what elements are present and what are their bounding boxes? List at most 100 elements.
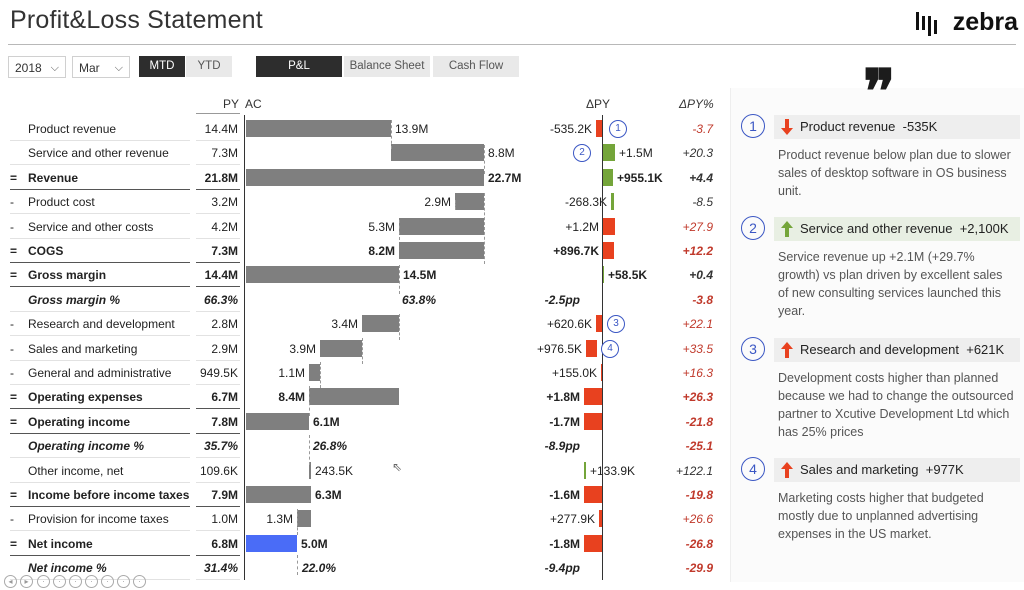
delta-py-pct: +0.4 <box>689 268 713 283</box>
zoom-icon[interactable]: · <box>85 575 98 588</box>
page-title: Profit&Loss Statement <box>10 6 263 34</box>
row-prefix: - <box>10 219 14 234</box>
py-value: 2.9M <box>211 341 238 356</box>
row-label: Other income, net <box>10 459 190 483</box>
ac-bar <box>246 534 297 552</box>
ac-value: 243.5K <box>315 463 354 478</box>
mouse-cursor-icon: ⇖ <box>392 460 403 474</box>
comment-title: Sales and marketing +977K <box>800 458 964 482</box>
quote-icon: ❞ <box>863 57 896 127</box>
delta-py-bar <box>586 339 597 357</box>
waterfall-connector <box>309 435 310 465</box>
row-label-text: Product cost <box>28 195 95 210</box>
delta-py-pct: +26.6 <box>682 512 713 527</box>
row-label: = Operating income <box>10 410 190 434</box>
row-label-text: Sales and marketing <box>28 341 138 356</box>
tab-pl[interactable]: P&L <box>256 56 342 77</box>
ac-value: 2.9M <box>424 195 451 210</box>
comment-value: +621K <box>966 342 1005 357</box>
waterfall-connector <box>320 362 321 388</box>
ac-value: 22.7M <box>488 170 522 185</box>
py-value: 7.3M <box>211 244 238 258</box>
ac-bar <box>309 364 320 381</box>
py-divider <box>196 530 240 532</box>
row-divider <box>10 262 190 263</box>
ac-value: 13.9M <box>395 122 429 136</box>
ac-value: 14.5M <box>403 268 437 283</box>
comment-marker-1[interactable]: 1 <box>609 120 627 138</box>
delta-py-value: +955.1K <box>617 170 663 185</box>
row-prefix: - <box>10 341 14 356</box>
mtd-button[interactable]: MTD <box>139 56 185 77</box>
row-prefix: = <box>10 268 18 283</box>
title-divider <box>8 44 1016 45</box>
row-prefix: - <box>10 366 14 380</box>
row-label: = Income before income taxes <box>10 483 190 507</box>
ac-value: 22.0% <box>302 561 337 576</box>
row-prefix: - <box>10 317 14 332</box>
row-divider <box>10 432 190 434</box>
row-label-text: Net income <box>28 536 93 551</box>
ac-bar <box>391 144 484 162</box>
comment-title: Service and other revenue +2,100K <box>800 217 1009 241</box>
delta-py-bar <box>584 486 603 503</box>
ac-value: 1.1M <box>278 366 305 380</box>
row-divider <box>10 506 190 507</box>
row-label-text: Product revenue <box>28 122 117 136</box>
ac-value: 8.4M <box>278 390 305 405</box>
comment-number: 3 <box>741 337 765 361</box>
settings-icon[interactable]: · <box>37 575 50 588</box>
delta-py-pct: +16.3 <box>682 366 713 380</box>
forward-icon[interactable]: ▸ <box>20 575 33 588</box>
month-dropdown[interactable]: Mar ⌵ <box>72 56 130 78</box>
search-icon[interactable]: · <box>69 575 82 588</box>
delta-py-value: +133.9K <box>590 463 636 478</box>
delta-py-pct: -29.9 <box>685 561 713 576</box>
slides-icon[interactable]: · <box>101 575 114 588</box>
row-prefix: = <box>10 170 18 185</box>
py-divider <box>196 506 240 507</box>
row-label-text: Provision for income taxes <box>28 512 169 527</box>
row-label: Operating income % <box>28 434 208 458</box>
arrow-up-icon <box>780 461 794 487</box>
more-icon[interactable]: · <box>133 575 146 588</box>
row-label-text: Research and development <box>28 317 175 332</box>
delta-py-value: +1.5M <box>619 146 653 161</box>
year-dropdown[interactable]: 2018 ⌵ <box>8 56 66 78</box>
pen-icon[interactable]: · <box>53 575 66 588</box>
tab-balance-sheet[interactable]: Balance Sheet <box>344 56 430 77</box>
comment-spacer <box>895 119 902 134</box>
header-delta-py: ΔPY <box>586 97 611 111</box>
delta-py-bar <box>596 315 603 333</box>
delta-py-bar <box>603 168 613 186</box>
ac-bar <box>246 168 484 186</box>
monitor-icon[interactable]: · <box>117 575 130 588</box>
waterfall-connector <box>484 193 485 264</box>
comment-marker-4[interactable]: 4 <box>601 339 619 358</box>
row-prefix: = <box>10 488 18 502</box>
back-icon[interactable]: ◂ <box>4 575 17 588</box>
ytd-button[interactable]: YTD <box>186 56 232 77</box>
ac-value: 26.8% <box>313 439 348 454</box>
comment-marker-2[interactable]: 2 <box>573 144 591 163</box>
row-label: = Gross margin <box>10 263 190 287</box>
row-divider <box>10 140 190 141</box>
delta-py-bar <box>584 388 603 406</box>
py-value: 2.8M <box>211 317 238 332</box>
delta-py-value: +1.8M <box>546 390 580 405</box>
header-delta-py-pct: ΔPY% <box>679 97 714 111</box>
comment-marker-3[interactable]: 3 <box>607 315 625 334</box>
row-label: - Sales and marketing <box>10 337 190 361</box>
comment-number: 4 <box>741 457 765 481</box>
comments-panel <box>730 88 1024 582</box>
tab-cash-flow[interactable]: Cash Flow <box>433 56 519 77</box>
waterfall-connector <box>362 338 363 364</box>
row-label-text: Revenue <box>28 170 79 185</box>
comment-value: -535K <box>902 119 938 134</box>
delta-py-pct: -19.8 <box>685 488 713 502</box>
comment-value: +2,100K <box>959 221 1009 236</box>
ac-bar <box>246 412 309 430</box>
py-value: 949.5K <box>199 366 238 380</box>
py-divider <box>196 335 240 337</box>
comment-text: Development costs higher than planned be… <box>778 371 1014 439</box>
